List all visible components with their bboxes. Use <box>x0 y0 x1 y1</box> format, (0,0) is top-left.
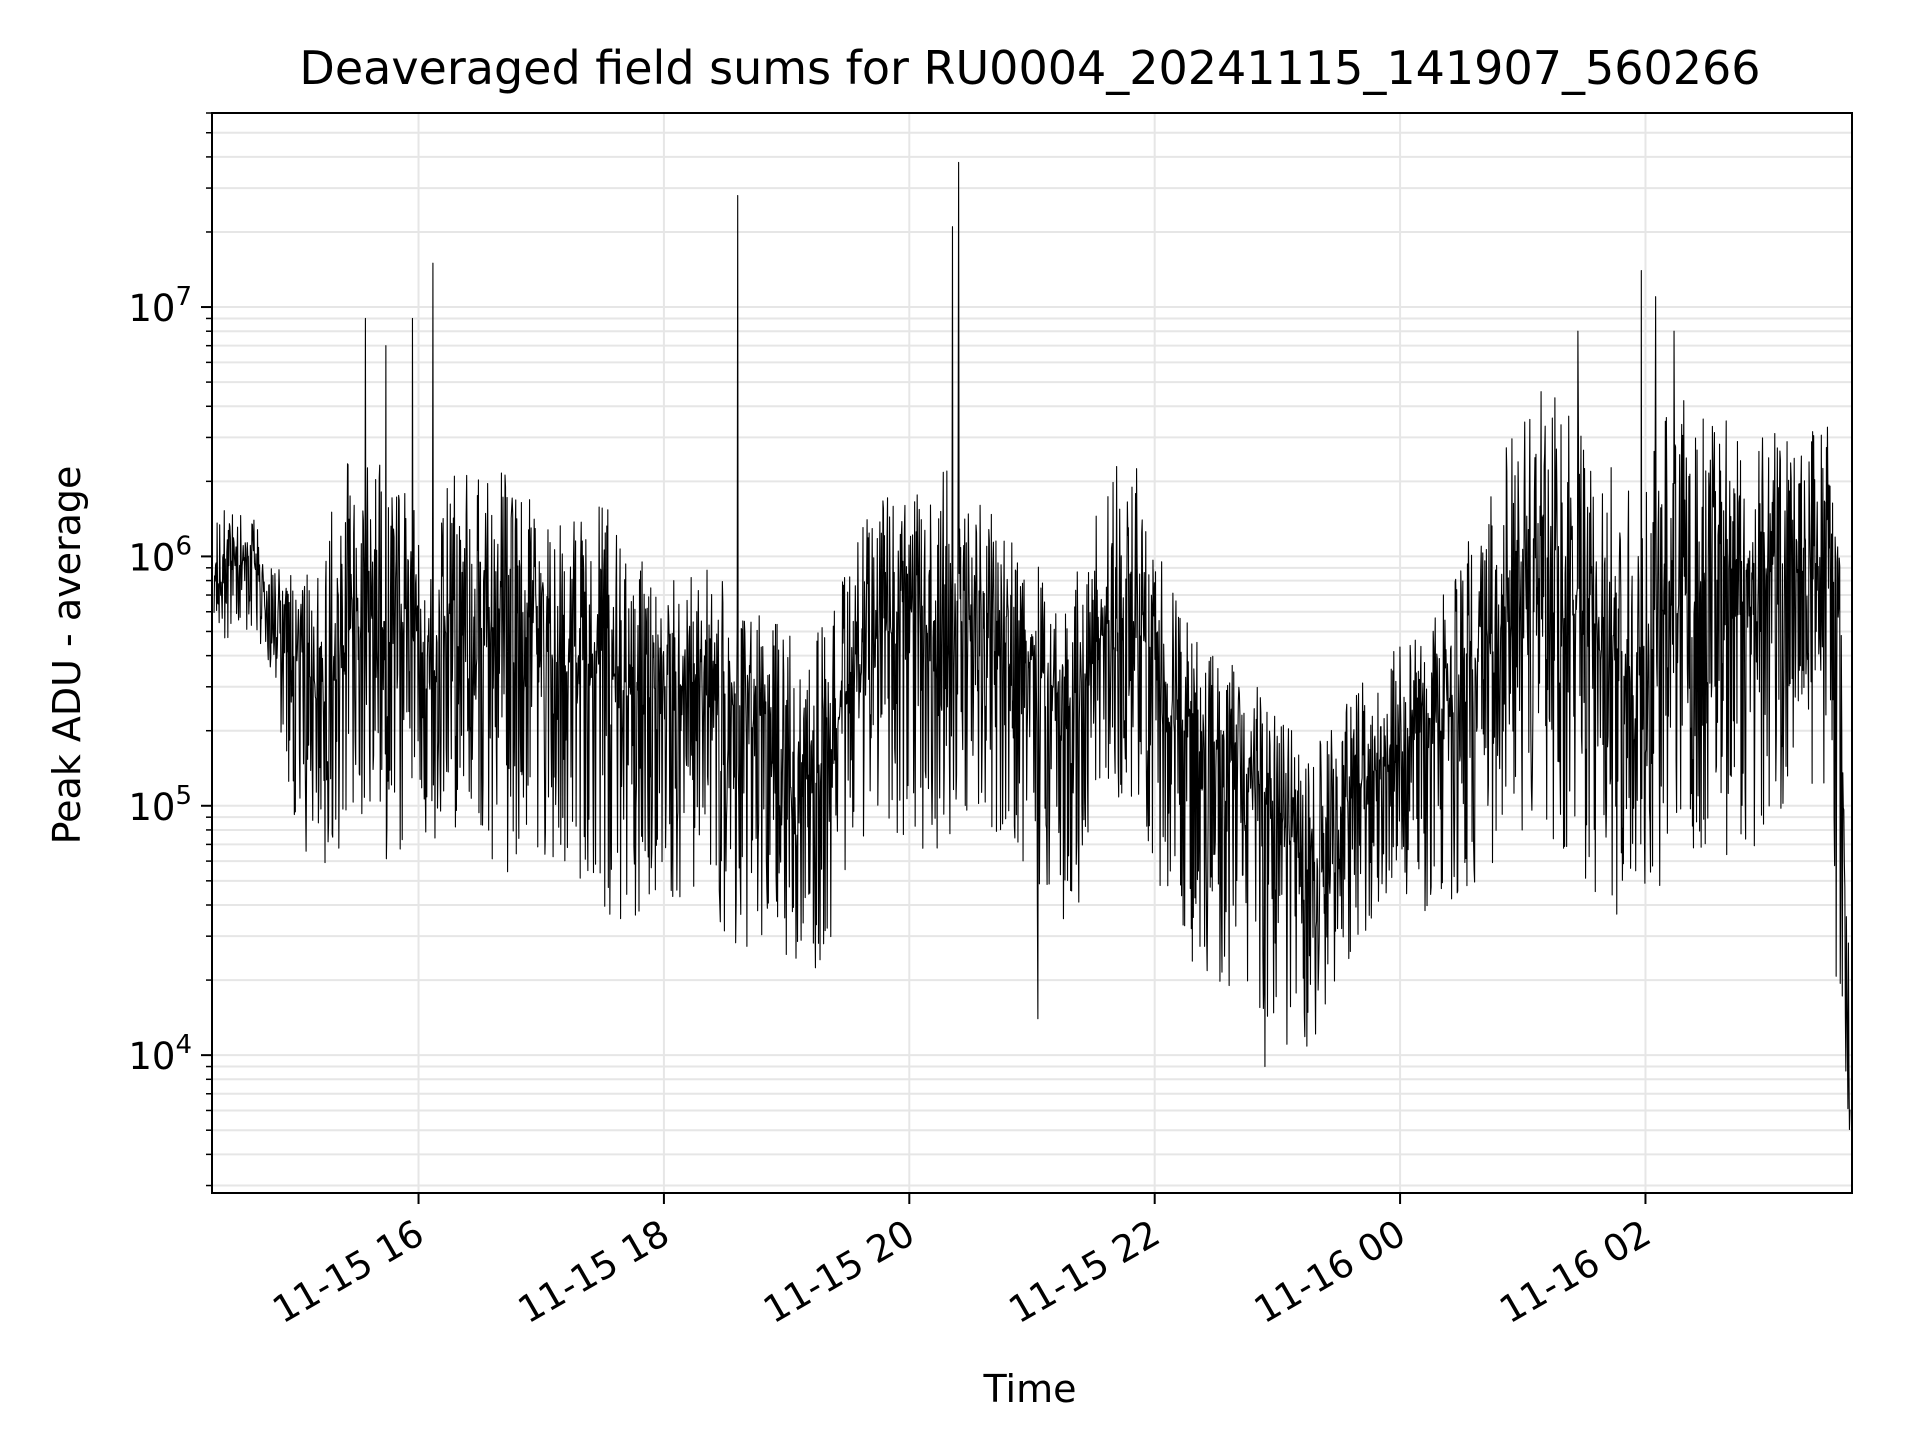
plot-area-frame <box>211 112 1853 1194</box>
y-tick-label: 105 <box>128 781 192 829</box>
y-tick-label: 107 <box>128 282 192 330</box>
y-tick-label: 104 <box>128 1030 192 1078</box>
grid <box>212 112 1852 1193</box>
data-line <box>213 161 1851 1131</box>
y-axis-label: Peak ADU - average <box>45 466 89 845</box>
chart-title: Deaveraged field sums for RU0004_2024111… <box>299 41 1760 95</box>
data-series <box>213 161 1851 1131</box>
y-tick-label: 106 <box>128 531 192 579</box>
x-axis-label: Time <box>983 1367 1077 1411</box>
